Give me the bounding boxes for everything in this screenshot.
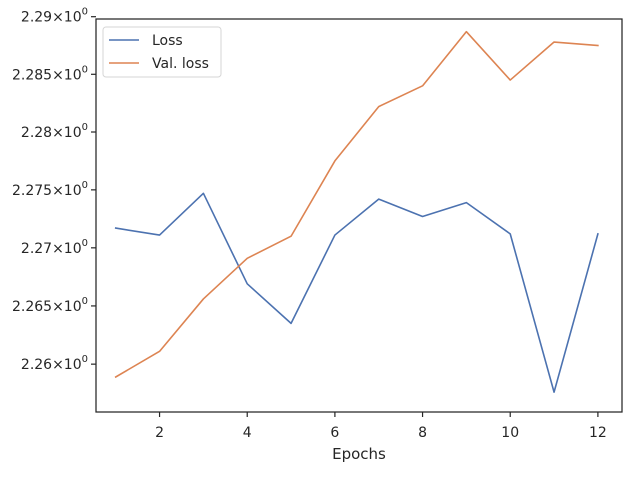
y-tick-label: 2.275×100 (12, 180, 88, 199)
x-axis-label: Epochs (332, 445, 386, 463)
y-tick-exponent: 0 (82, 180, 88, 191)
x-tick-label: 2 (155, 425, 164, 441)
y-tick-mantissa: 2.285×10 (12, 67, 82, 83)
y-tick-mantissa: 2.29×10 (21, 10, 82, 26)
legend-label: Loss (152, 33, 183, 49)
series-line-0 (114, 192, 599, 393)
y-tick-mantissa: 2.27×10 (21, 241, 82, 257)
y-tick-label: 2.285×100 (12, 64, 88, 83)
y-tick-label: 2.29×100 (21, 7, 88, 26)
x-tick-label: 12 (589, 425, 607, 441)
y-tick-exponent: 0 (82, 354, 88, 365)
y-tick-mantissa: 2.26×10 (21, 357, 82, 373)
y-tick-exponent: 0 (82, 64, 88, 75)
series-line-1 (114, 30, 599, 379)
legend: Loss Val. loss (102, 26, 222, 78)
y-axis-ticks: 2.26×1002.265×1002.27×1002.275×1002.28×1… (12, 7, 96, 373)
y-tick-exponent: 0 (82, 238, 88, 249)
x-tick-label: 6 (330, 425, 339, 441)
x-tick-label: 8 (418, 425, 427, 441)
y-tick-exponent: 0 (82, 7, 88, 18)
y-tick-mantissa: 2.275×10 (12, 183, 82, 199)
y-tick-mantissa: 2.28×10 (21, 125, 82, 141)
y-tick-label: 2.26×100 (21, 354, 88, 373)
y-tick-exponent: 0 (82, 122, 88, 133)
legend-label: Val. loss (152, 56, 209, 72)
y-tick-label: 2.27×100 (21, 238, 88, 257)
y-tick-mantissa: 2.265×10 (12, 299, 82, 315)
plot-frame (95, 18, 623, 413)
x-tick-label: 4 (243, 425, 252, 441)
y-tick-exponent: 0 (82, 296, 88, 307)
x-tick-label: 10 (501, 425, 519, 441)
series-layer (114, 30, 599, 393)
y-tick-label: 2.28×100 (21, 122, 88, 141)
y-tick-label: 2.265×100 (12, 296, 88, 315)
x-axis-ticks: 2 4 6 8 10 12 (155, 412, 607, 441)
